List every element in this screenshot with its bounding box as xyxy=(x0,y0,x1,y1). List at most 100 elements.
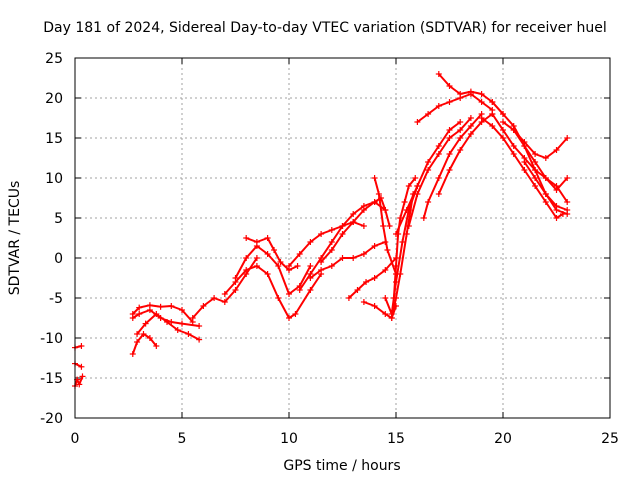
data-point xyxy=(277,259,284,265)
y-tick-label: -15 xyxy=(40,371,63,387)
data-point xyxy=(425,167,432,173)
data-point xyxy=(371,199,378,205)
data-point xyxy=(339,255,346,261)
data-point xyxy=(140,331,147,337)
data-point xyxy=(489,123,496,129)
data-point xyxy=(292,311,299,317)
data-point xyxy=(390,295,397,301)
x-tick-label: 0 xyxy=(71,431,80,447)
series-trace-29 xyxy=(478,115,566,221)
y-tick-label: 0 xyxy=(54,251,63,267)
data-point xyxy=(168,303,175,309)
series-trace-32 xyxy=(510,127,571,161)
data-point xyxy=(264,271,271,277)
data-point xyxy=(500,135,506,141)
data-point xyxy=(446,99,453,105)
y-tick-label: 10 xyxy=(45,171,63,187)
series-trace-2 xyxy=(72,360,85,370)
y-tick-label: 20 xyxy=(45,91,63,107)
x-tick-label: 15 xyxy=(387,431,405,447)
data-series xyxy=(72,71,571,389)
data-point xyxy=(542,191,549,197)
data-point xyxy=(414,119,421,125)
data-point xyxy=(318,231,325,237)
chart-title: Day 181 of 2024, Sidereal Day-to-day VTE… xyxy=(43,20,606,36)
data-point xyxy=(129,351,136,357)
data-point xyxy=(521,167,528,173)
data-point xyxy=(382,207,389,213)
series-trace xyxy=(512,129,569,159)
data-point xyxy=(384,247,391,253)
y-tick-label: -5 xyxy=(49,291,63,307)
data-point xyxy=(134,331,141,337)
data-point xyxy=(129,315,136,321)
data-point xyxy=(350,211,357,217)
data-point xyxy=(189,315,196,321)
data-point xyxy=(393,231,399,237)
data-point xyxy=(328,247,335,253)
data-point xyxy=(564,207,571,213)
data-point xyxy=(78,363,85,370)
data-point xyxy=(542,175,549,181)
data-point xyxy=(553,203,560,209)
data-point xyxy=(457,91,464,97)
data-point xyxy=(435,143,442,149)
series-trace xyxy=(74,375,84,387)
series-trace xyxy=(191,257,258,319)
data-point xyxy=(412,175,419,181)
data-point xyxy=(360,299,367,305)
x-tick-label: 20 xyxy=(494,431,512,447)
data-point xyxy=(371,175,378,181)
data-point xyxy=(446,167,453,173)
data-point xyxy=(559,211,566,217)
data-point xyxy=(401,199,408,205)
data-point xyxy=(510,151,517,157)
data-point xyxy=(500,119,506,125)
data-point xyxy=(397,271,404,277)
data-point xyxy=(382,267,389,273)
data-point xyxy=(318,267,325,273)
data-point xyxy=(382,311,389,317)
data-point xyxy=(79,373,86,380)
series-trace xyxy=(223,265,323,319)
y-tick-label: -10 xyxy=(40,331,63,347)
data-point xyxy=(500,127,506,133)
data-point xyxy=(425,159,432,165)
data-point xyxy=(375,191,382,197)
data-point xyxy=(196,323,203,329)
data-point xyxy=(264,235,271,241)
data-point xyxy=(164,319,171,325)
data-point xyxy=(243,255,250,261)
data-point xyxy=(457,127,464,133)
series-trace-16 xyxy=(345,255,399,301)
series-trace-4 xyxy=(129,331,160,357)
data-point xyxy=(232,275,239,281)
data-point xyxy=(136,311,143,317)
data-point xyxy=(179,307,185,313)
data-point xyxy=(296,251,303,257)
data-point xyxy=(307,275,314,281)
data-point xyxy=(275,263,282,269)
data-point xyxy=(435,191,442,197)
data-point xyxy=(153,343,160,349)
data-point xyxy=(196,336,203,343)
data-point xyxy=(157,303,164,310)
series-trace xyxy=(437,113,494,195)
data-point xyxy=(253,239,260,245)
data-point xyxy=(136,304,143,311)
data-point xyxy=(271,247,278,253)
data-point xyxy=(414,183,421,189)
data-point xyxy=(489,111,496,117)
data-point xyxy=(371,275,378,281)
data-point xyxy=(532,151,539,157)
data-point xyxy=(146,307,153,313)
data-point xyxy=(403,207,410,213)
data-point xyxy=(393,263,399,269)
data-point xyxy=(542,199,549,205)
data-point xyxy=(307,239,314,245)
data-point xyxy=(318,259,325,265)
data-point xyxy=(521,159,528,165)
data-point xyxy=(457,119,464,125)
data-point xyxy=(420,215,427,221)
data-point xyxy=(467,131,474,137)
